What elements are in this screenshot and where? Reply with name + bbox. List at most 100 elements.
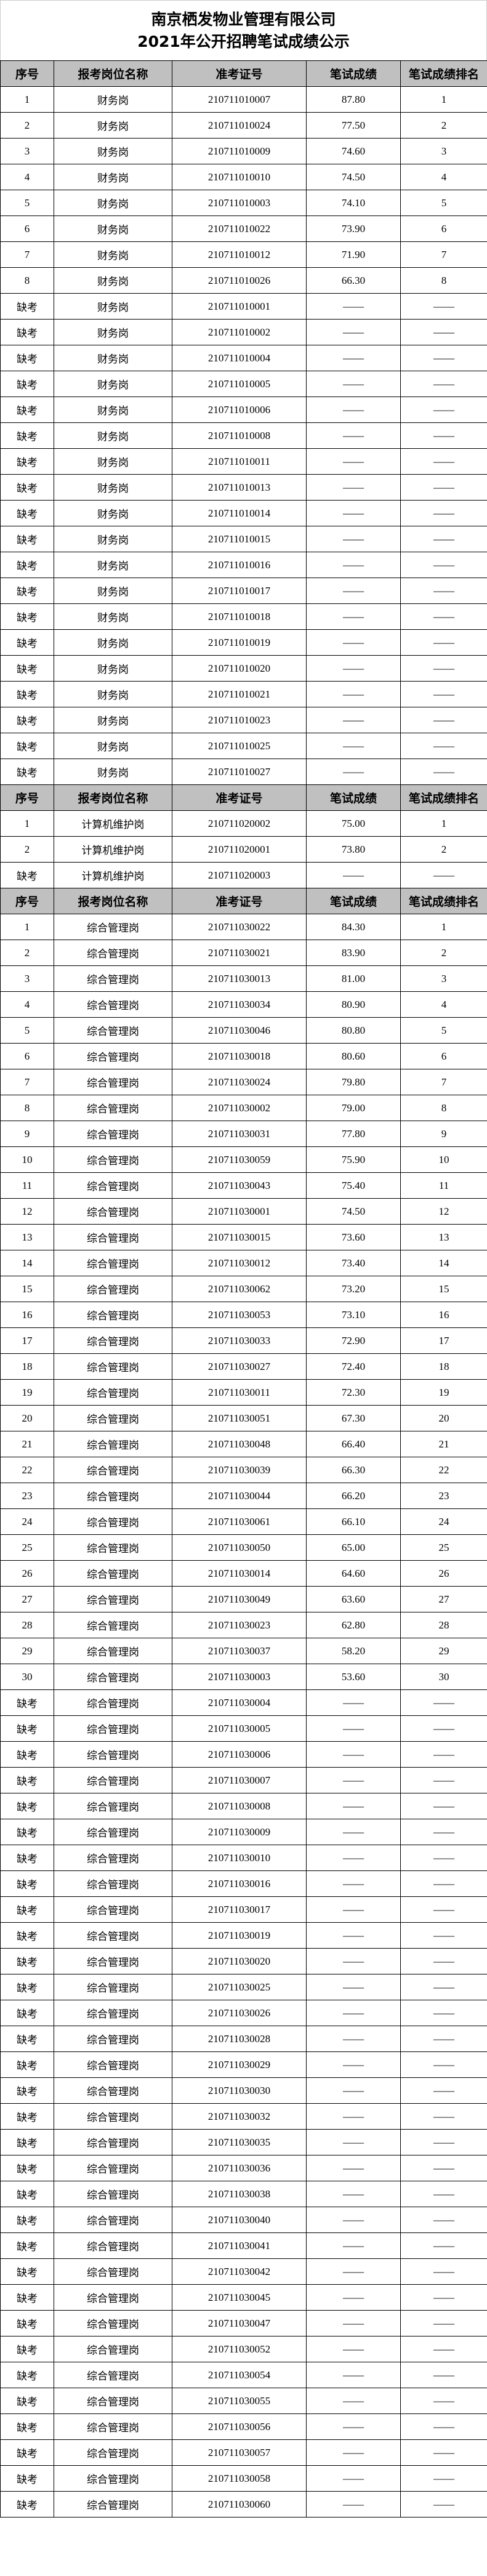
cell-score: —— bbox=[306, 578, 401, 604]
cell-score: 66.40 bbox=[306, 1431, 401, 1457]
cell-rank: —— bbox=[400, 1974, 487, 2000]
table-row: 12 综合管理岗 210711030001 74.50 12 bbox=[0, 1198, 487, 1225]
header-rank: 笔试成绩排名 bbox=[400, 60, 487, 87]
cell-ticket-number: 210711030059 bbox=[172, 1146, 307, 1173]
table-row: 缺考 财务岗 210711010005 —— —— bbox=[0, 371, 487, 397]
table-row: 26 综合管理岗 210711030014 64.60 26 bbox=[0, 1560, 487, 1587]
cell-seq: 缺考 bbox=[0, 1819, 54, 1845]
cell-score: —— bbox=[306, 345, 401, 371]
cell-score: 81.00 bbox=[306, 965, 401, 992]
cell-seq: 缺考 bbox=[0, 1974, 54, 2000]
cell-ticket-number: 210711030019 bbox=[172, 1922, 307, 1949]
cell-post: 财务岗 bbox=[54, 578, 172, 604]
cell-ticket-number: 210711010013 bbox=[172, 474, 307, 501]
cell-seq: 4 bbox=[0, 991, 54, 1018]
cell-rank: 4 bbox=[400, 164, 487, 190]
cell-ticket-number: 210711010001 bbox=[172, 293, 307, 320]
table-row: 17 综合管理岗 210711030033 72.90 17 bbox=[0, 1327, 487, 1354]
cell-seq: 24 bbox=[0, 1508, 54, 1535]
cell-seq: 缺考 bbox=[0, 2491, 54, 2518]
cell-score: 73.60 bbox=[306, 1224, 401, 1250]
cell-post: 综合管理岗 bbox=[54, 914, 172, 940]
cell-rank: 2 bbox=[400, 836, 487, 863]
cell-ticket-number: 210711010011 bbox=[172, 448, 307, 475]
cell-score: 73.40 bbox=[306, 1250, 401, 1276]
cell-rank: 15 bbox=[400, 1276, 487, 1302]
table-row: 缺考 财务岗 210711010002 —— —— bbox=[0, 319, 487, 345]
cell-rank: 1 bbox=[400, 86, 487, 113]
cell-score: —— bbox=[306, 862, 401, 888]
cell-rank: —— bbox=[400, 396, 487, 423]
table-row: 缺考 财务岗 210711010021 —— —— bbox=[0, 681, 487, 707]
cell-score: 74.50 bbox=[306, 164, 401, 190]
cell-ticket-number: 210711030061 bbox=[172, 1508, 307, 1535]
cell-score: —— bbox=[306, 474, 401, 501]
cell-seq: 26 bbox=[0, 1560, 54, 1587]
cell-ticket-number: 210711030007 bbox=[172, 1767, 307, 1793]
table-row: 缺考 综合管理岗 210711030009 —— —— bbox=[0, 1819, 487, 1845]
table-row: 缺考 财务岗 210711010001 —— —— bbox=[0, 293, 487, 320]
cell-ticket-number: 210711030002 bbox=[172, 1095, 307, 1121]
table-row: 缺考 财务岗 210711010018 —— —— bbox=[0, 603, 487, 630]
cell-ticket-number: 210711010002 bbox=[172, 319, 307, 345]
cell-ticket-number: 210711030034 bbox=[172, 991, 307, 1018]
table-row: 4 综合管理岗 210711030034 80.90 4 bbox=[0, 991, 487, 1018]
cell-ticket-number: 210711030021 bbox=[172, 940, 307, 966]
cell-ticket-number: 210711010005 bbox=[172, 371, 307, 397]
header-rank: 笔试成绩排名 bbox=[400, 784, 487, 811]
cell-score: —— bbox=[306, 396, 401, 423]
cell-rank: —— bbox=[400, 2413, 487, 2440]
cell-post: 综合管理岗 bbox=[54, 2000, 172, 2026]
table-row: 19 综合管理岗 210711030011 72.30 19 bbox=[0, 1379, 487, 1406]
cell-score: —— bbox=[306, 2310, 401, 2337]
cell-rank: —— bbox=[400, 2181, 487, 2207]
cell-score: 66.30 bbox=[306, 1457, 401, 1483]
cell-ticket-number: 210711010003 bbox=[172, 190, 307, 216]
cell-post: 财务岗 bbox=[54, 190, 172, 216]
table-row: 15 综合管理岗 210711030062 73.20 15 bbox=[0, 1276, 487, 1302]
cell-rank: —— bbox=[400, 293, 487, 320]
cell-seq: 11 bbox=[0, 1172, 54, 1199]
table-row: 缺考 综合管理岗 210711030028 —— —— bbox=[0, 2026, 487, 2052]
cell-post: 综合管理岗 bbox=[54, 1922, 172, 1949]
table-row: 11 综合管理岗 210711030043 75.40 11 bbox=[0, 1172, 487, 1199]
cell-rank: 14 bbox=[400, 1250, 487, 1276]
cell-post: 综合管理岗 bbox=[54, 1612, 172, 1638]
header-ticket-number: 准考证号 bbox=[172, 888, 307, 914]
cell-rank: 3 bbox=[400, 138, 487, 164]
cell-post: 综合管理岗 bbox=[54, 2077, 172, 2104]
cell-post: 财务岗 bbox=[54, 500, 172, 526]
table-row: 7 财务岗 210711010012 71.90 7 bbox=[0, 241, 487, 268]
cell-post: 综合管理岗 bbox=[54, 2388, 172, 2414]
cell-rank: 19 bbox=[400, 1379, 487, 1406]
table-row: 29 综合管理岗 210711030037 58.20 29 bbox=[0, 1638, 487, 1664]
cell-post: 财务岗 bbox=[54, 552, 172, 578]
cell-post: 综合管理岗 bbox=[54, 1017, 172, 1044]
cell-seq: 缺考 bbox=[0, 2258, 54, 2285]
table-row: 缺考 综合管理岗 210711030020 —— —— bbox=[0, 1948, 487, 1974]
cell-seq: 19 bbox=[0, 1379, 54, 1406]
cell-seq: 缺考 bbox=[0, 2103, 54, 2130]
cell-post: 综合管理岗 bbox=[54, 1250, 172, 1276]
cell-rank: 11 bbox=[400, 1172, 487, 1199]
cell-rank: 28 bbox=[400, 1612, 487, 1638]
cell-score: —— bbox=[306, 2439, 401, 2466]
cell-score: 67.30 bbox=[306, 1405, 401, 1431]
cell-post: 综合管理岗 bbox=[54, 1327, 172, 1354]
cell-seq: 缺考 bbox=[0, 552, 54, 578]
cell-ticket-number: 210711030017 bbox=[172, 1896, 307, 1923]
cell-rank: —— bbox=[400, 2000, 487, 2026]
cell-ticket-number: 210711030049 bbox=[172, 1586, 307, 1612]
cell-rank: —— bbox=[400, 2077, 487, 2104]
cell-seq: 缺考 bbox=[0, 474, 54, 501]
cell-rank: —— bbox=[400, 1793, 487, 1819]
cell-seq: 29 bbox=[0, 1638, 54, 1664]
cell-seq: 1 bbox=[0, 810, 54, 837]
cell-seq: 缺考 bbox=[0, 759, 54, 785]
cell-ticket-number: 210711030001 bbox=[172, 1198, 307, 1225]
cell-ticket-number: 210711030006 bbox=[172, 1741, 307, 1768]
cell-rank: 16 bbox=[400, 1302, 487, 1328]
cell-rank: —— bbox=[400, 603, 487, 630]
cell-seq: 缺考 bbox=[0, 526, 54, 552]
table-row: 25 综合管理岗 210711030050 65.00 25 bbox=[0, 1534, 487, 1561]
